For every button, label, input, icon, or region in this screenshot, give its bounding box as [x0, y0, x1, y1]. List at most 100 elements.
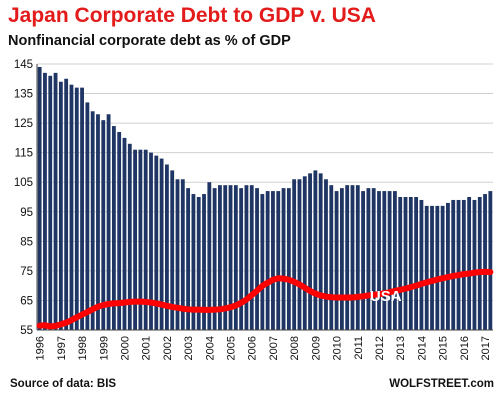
- x-tick-label: 2011: [353, 336, 365, 360]
- japan-bar: [53, 72, 58, 330]
- japan-bar: [371, 188, 376, 330]
- x-tick-label: 2005: [226, 336, 238, 360]
- japan-bar: [271, 191, 275, 330]
- japan-bar: [85, 102, 90, 330]
- x-tick-label: 2015: [438, 336, 450, 360]
- x-tick-label: 2013: [395, 336, 407, 360]
- japan-bar: [149, 152, 153, 330]
- y-tick-label: 65: [20, 295, 33, 307]
- japan-bar: [80, 87, 84, 331]
- japan-bar: [302, 176, 307, 330]
- japan-bar: [324, 179, 328, 330]
- japan-bar: [233, 185, 238, 330]
- japan-bar: [313, 170, 318, 330]
- japan-bar: [435, 205, 440, 330]
- japan-bar: [265, 191, 270, 330]
- japan-bar: [90, 111, 95, 331]
- japan-bar: [392, 191, 397, 330]
- y-tick-label: 125: [14, 118, 33, 130]
- x-tick-label: 1999: [98, 336, 110, 360]
- japan-bar: [424, 205, 429, 330]
- japan-bar: [377, 191, 381, 330]
- japan-bar: [202, 194, 206, 330]
- y-tick-label: 75: [20, 266, 33, 278]
- y-tick-label: 85: [20, 236, 33, 248]
- japan-bar: [159, 158, 164, 330]
- japan-bar: [43, 72, 47, 330]
- japan-bar: [419, 199, 424, 330]
- y-tick-label: 55: [20, 325, 33, 337]
- japan-bar: [106, 114, 111, 330]
- x-tick-label: 2008: [289, 336, 301, 360]
- x-tick-label: 2010: [332, 336, 344, 360]
- japan-bar: [244, 185, 249, 330]
- japan-bar: [281, 188, 286, 330]
- usa-line-group: [36, 268, 494, 330]
- x-tick-label: 2012: [374, 336, 386, 360]
- japan-bar: [329, 185, 334, 330]
- chart-title: Japan Corporate Debt to GDP v. USA: [8, 4, 376, 27]
- y-tick-label: 135: [14, 89, 33, 101]
- japan-bar: [127, 143, 132, 330]
- japan-bar: [191, 194, 196, 330]
- usa-line: [36, 268, 494, 330]
- japan-bar: [446, 202, 450, 330]
- japan-bar: [483, 194, 487, 330]
- x-tick-label: 1998: [77, 336, 89, 360]
- x-tick-label: 2007: [268, 336, 280, 360]
- japan-bar: [170, 170, 175, 330]
- japan-bar: [196, 197, 201, 330]
- japan-bar: [292, 179, 297, 330]
- japan-bar: [366, 188, 371, 330]
- x-tick-label: 2014: [416, 336, 428, 360]
- japan-bar: [472, 199, 477, 330]
- japan-bar: [239, 188, 244, 330]
- japan-bar: [48, 75, 53, 330]
- japan-bar: [133, 149, 138, 330]
- japan-bar: [101, 120, 106, 331]
- japan-bar: [286, 188, 291, 330]
- source-note: Source of data: BIS: [10, 378, 117, 390]
- x-tick-label: 2009: [310, 336, 322, 360]
- japan-bar: [223, 185, 228, 330]
- japan-bar: [467, 197, 472, 330]
- japan-bar: [164, 164, 169, 330]
- brand-label: WOLFSTREET.com: [389, 378, 494, 390]
- japan-bar: [58, 81, 63, 330]
- japan-bar: [387, 191, 392, 330]
- japan-bar: [334, 191, 339, 330]
- japan-bar: [175, 179, 180, 330]
- japan-bar: [138, 149, 143, 330]
- x-tick-label: 2000: [119, 336, 131, 360]
- x-tick-label: 2006: [247, 336, 259, 360]
- japan-bar: [350, 185, 355, 330]
- x-tick-labels: 1996 1997 1998 1999 2000 2001 2002 2003 2004 2005…: [35, 336, 502, 360]
- x-tick-label: 2016: [459, 336, 471, 360]
- japan-bar: [207, 182, 212, 330]
- japan-bar: [255, 188, 259, 330]
- japan-bar: [297, 179, 302, 330]
- japan-bar: [122, 137, 127, 330]
- japan-bar: [260, 194, 265, 330]
- japan-bar: [308, 173, 312, 330]
- chart-subtitle: Nonfinancial corporate debt as % of GDP: [8, 33, 291, 49]
- x-tick-label: 2003: [183, 336, 195, 360]
- japan-bar: [218, 185, 222, 330]
- y-tick-labels: 55 65 75 85 95 105 115 125 135 145: [14, 59, 33, 337]
- axes: [36, 64, 493, 331]
- japan-bar: [451, 199, 456, 330]
- japan-bar: [64, 78, 69, 331]
- japan-bar: [249, 185, 254, 330]
- japan-bar: [37, 66, 42, 330]
- x-tick-label: 1996: [35, 336, 47, 360]
- x-tick-label: 2017: [480, 336, 492, 360]
- japan-bar: [355, 185, 360, 330]
- y-tick-label: 115: [15, 148, 33, 160]
- y-tick-label: 145: [14, 59, 33, 71]
- japan-bar: [111, 126, 116, 330]
- japan-bar: [186, 188, 191, 330]
- japan-bar: [69, 84, 74, 330]
- x-tick-label: 2004: [204, 336, 216, 360]
- japan-bar: [180, 179, 185, 330]
